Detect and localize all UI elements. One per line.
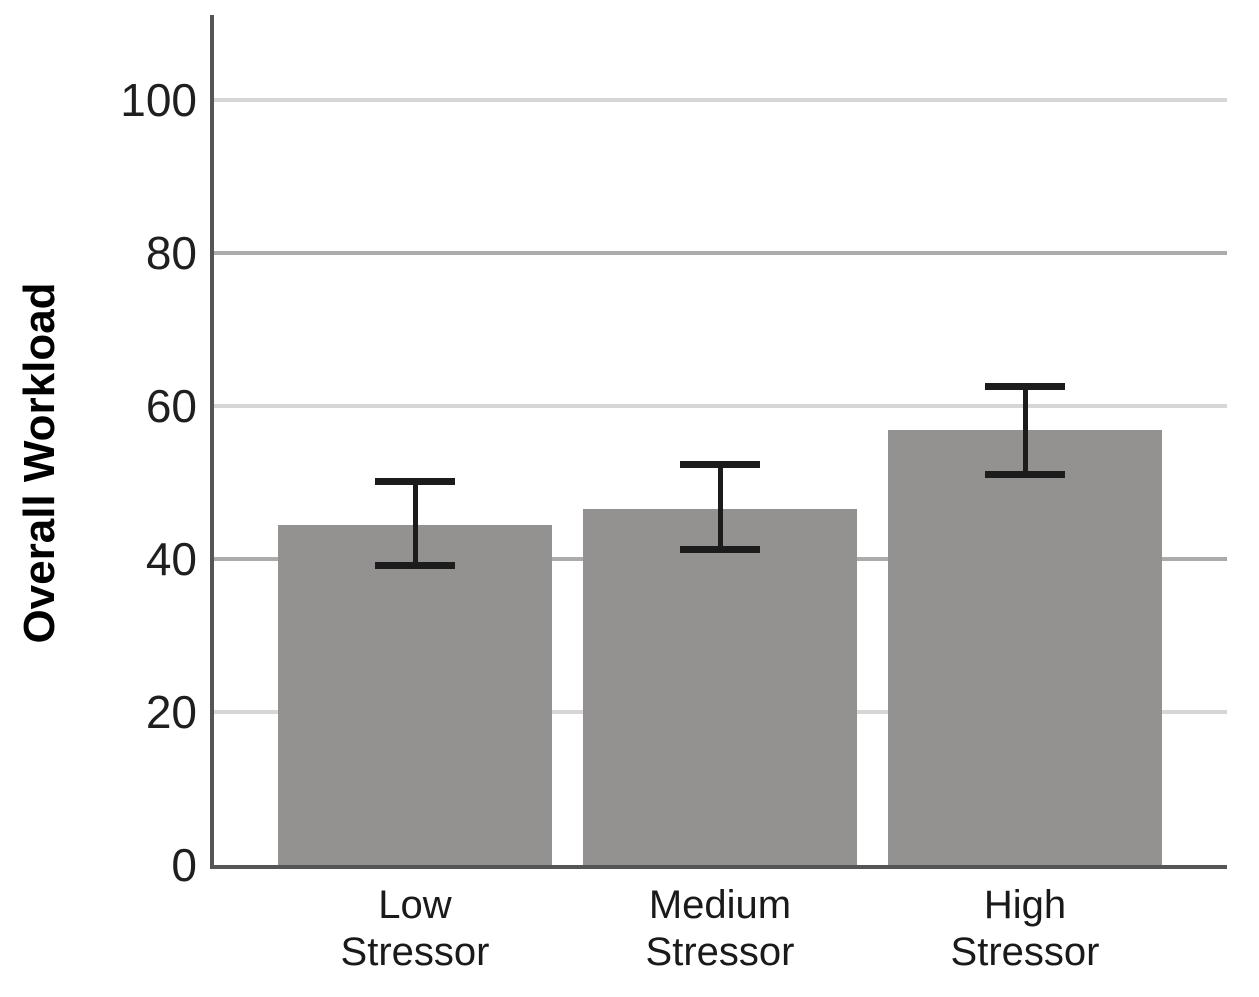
gridline-100 [214,98,1227,102]
x-label-medium-stressor: Medium Stressor [645,883,795,974]
x-label-low-stressor: Low Stressor [340,883,490,974]
gridline-80 [214,251,1227,255]
x-axis-line [210,865,1227,869]
error-bar-stem-medium-stressor [717,466,723,549]
y-tick-label-0: 0 [171,839,197,891]
y-axis-title: Overall Workload [15,282,64,644]
bar-high-stressor [888,429,1162,865]
y-tick-label-60: 60 [145,380,197,432]
error-bar-stem-high-stressor [1022,387,1028,473]
error-bar-cap-upper-medium-stressor [680,461,760,469]
error-bar-cap-lower-low-stressor [375,561,455,569]
y-tick-label-20: 20 [145,686,197,738]
bar-low-stressor [278,525,552,865]
bar-medium-stressor [583,508,857,865]
plot-area [214,15,1227,865]
error-bar-cap-upper-high-stressor [985,382,1065,390]
y-tick-label-100: 100 [120,74,197,126]
y-tick-label-80: 80 [145,227,197,279]
error-bar-cap-upper-low-stressor [375,478,455,486]
error-bar-cap-lower-high-stressor [985,470,1065,478]
error-bar-stem-low-stressor [412,483,418,564]
y-axis-line [210,15,214,869]
y-tick-label-40: 40 [145,533,197,585]
error-bar-cap-lower-medium-stressor [680,546,760,554]
gridline-60 [214,404,1227,408]
x-label-high-stressor: High Stressor [950,883,1100,974]
